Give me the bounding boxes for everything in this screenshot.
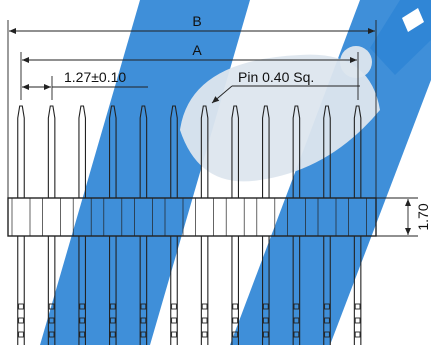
pin bbox=[17, 105, 25, 345]
pin bbox=[47, 105, 56, 345]
pin bbox=[139, 105, 148, 345]
pin bbox=[231, 105, 239, 345]
pin bbox=[323, 105, 331, 345]
pin bbox=[353, 105, 362, 345]
pin bbox=[170, 105, 178, 345]
dimension-b-label: B bbox=[192, 13, 201, 29]
height-dimension: 1.70 bbox=[376, 197, 431, 237]
pin bbox=[78, 105, 86, 345]
pitch-label: 1.27±0.10 bbox=[64, 69, 126, 85]
insulator-body bbox=[7, 197, 377, 237]
pin bbox=[292, 105, 301, 345]
pin-callout: Pin 0.40 Sq. bbox=[211, 69, 360, 104]
watermark-logo bbox=[40, 0, 431, 345]
dimension-a: A bbox=[20, 42, 359, 100]
pin bbox=[262, 105, 270, 345]
pin bbox=[200, 105, 209, 345]
pitch-dimension: 1.27±0.10 bbox=[22, 69, 148, 100]
pin-array bbox=[17, 105, 362, 345]
pin bbox=[109, 105, 117, 345]
dimension-b: B bbox=[7, 13, 377, 198]
height-label: 1.70 bbox=[415, 203, 431, 230]
pin-callout-label: Pin 0.40 Sq. bbox=[238, 69, 314, 85]
dimension-a-label: A bbox=[192, 42, 202, 58]
